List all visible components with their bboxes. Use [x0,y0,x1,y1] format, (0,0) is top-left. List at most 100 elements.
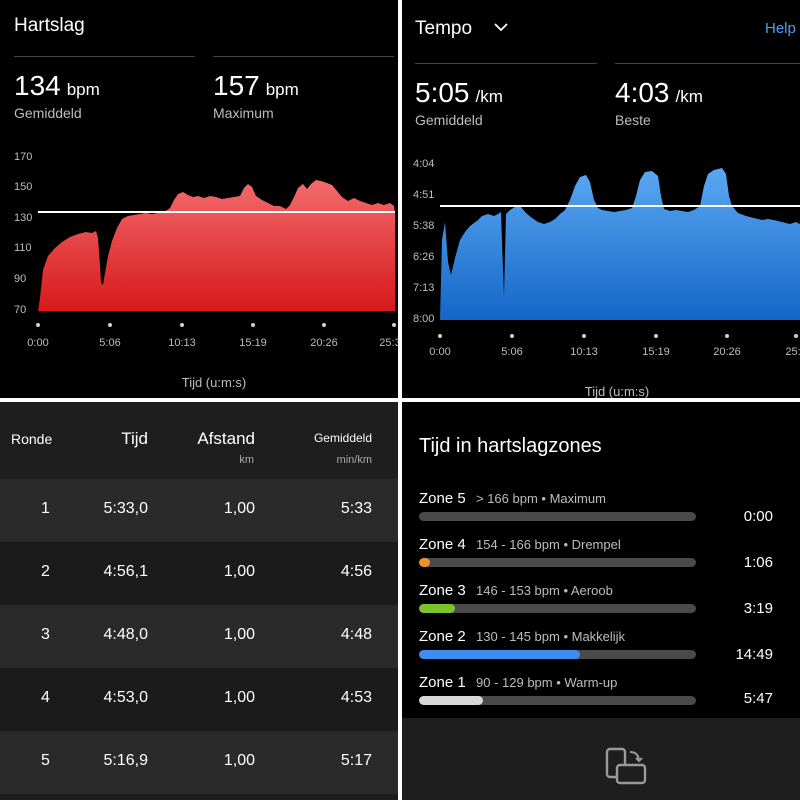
pace-y-tick: 5:38 [413,220,435,232]
zone-bar [419,558,696,567]
zone-desc: 90 - 129 bpm • Warm-up [476,675,618,690]
lap-distance: 1,00 [223,752,255,769]
hr-max-unit: bpm [265,80,299,99]
pace-best-label: Beste [615,112,651,128]
bottom-bar [402,718,800,800]
zone-desc: 154 - 166 bpm • Drempel [476,537,621,552]
table-row[interactable]: 5 5:16,9 1,00 5:17 [0,731,398,794]
table-row[interactable]: 4 4:53,0 1,00 4:53 [0,668,398,731]
lap-distance: 1,00 [223,563,255,580]
header-distance: Afstand [197,429,255,448]
hr-x-tick-dot [392,323,396,327]
pace-panel: Tempo Help 5:05/km Gemiddeld 4:03/km Bes… [402,0,800,398]
pace-y-tick: 8:00 [413,313,435,325]
hr-avg-unit: bpm [66,80,100,99]
hr-y-tick: 130 [14,212,33,224]
help-link[interactable]: Help [765,20,796,37]
zone-name: Zone 4 [419,536,466,553]
lap-time: 4:48,0 [103,626,148,643]
pace-best-unit: /km [675,87,703,106]
pace-x-tick-dot [654,334,658,338]
hr-avg-label: Gemiddeld [14,105,82,121]
lap-number: 1 [41,500,50,517]
hr-x-tick: 15:19 [239,337,267,349]
divider [415,63,597,64]
pace-x-tick: 10:13 [570,346,598,358]
zone-time: 0:00 [743,508,773,525]
zone-desc: 130 - 145 bpm • Makkelijk [476,629,626,644]
lap-time: 4:53,0 [103,689,148,706]
hr-x-tick: 5:06 [99,337,121,349]
hr-y-tick: 70 [14,304,27,316]
hr-y-tick: 110 [14,242,32,254]
lap-number: 4 [41,689,50,706]
pace-best-stat: 4:03/km [615,77,703,109]
hr-x-tick-dot [251,323,255,327]
header-avg: Gemiddeld [313,431,372,445]
pace-x-tick-dot [510,334,514,338]
lap-distance: 1,00 [223,689,255,706]
divider [14,56,195,57]
hr-max-value: 157 [213,70,260,101]
table-row[interactable]: 1 5:33,0 1,00 5:33 [0,479,398,542]
heart-rate-panel: Hartslag 134 bpm Gemiddeld 157 bpm Maximum… [0,0,398,398]
zone-time: 3:19 [743,600,773,617]
hr-max-label: Maximum [213,105,274,121]
zone-time: 1:06 [743,554,773,571]
zone-bar-fill [419,650,580,659]
zone-time: 5:47 [743,690,773,707]
zone-bar-fill [419,696,483,705]
pace-title[interactable]: Tempo [415,18,473,39]
lap-avg: 4:48 [340,626,372,643]
lap-time: 4:56,1 [103,563,148,580]
header-lap: Ronde [11,431,53,447]
chevron-down-icon[interactable] [494,22,508,32]
pace-x-tick-dot [725,334,729,338]
lap-avg: 5:17 [340,752,372,769]
hr-x-tick-dot [108,323,112,327]
pace-x-tick-dot [794,334,798,338]
divider [213,56,394,57]
hr-avg-stat: 134 bpm [14,70,100,102]
lap-number: 2 [41,563,50,580]
laps-table-header: Ronde Tijd Afstand km Gemiddeld min/km [0,402,398,479]
pace-y-tick: 4:51 [413,189,435,201]
header-avg-unit: min/km [336,454,372,466]
lap-avg: 4:56 [340,563,372,580]
table-row[interactable]: 2 4:56,1 1,00 4:56 [0,542,398,605]
pace-y-tick: 7:13 [413,282,435,294]
pace-x-tick: 15:19 [642,346,670,358]
pace-avg-unit: /km [475,87,503,106]
hr-max-stat: 157 bpm [213,70,299,102]
pace-chart [440,168,800,320]
zones-title: Tijd in hartslagzones [419,435,602,457]
rotate-screen-icon[interactable] [604,747,648,789]
divider [615,63,800,64]
table-row[interactable]: 3 4:48,0 1,00 4:48 [0,605,398,668]
pace-avg-label: Gemiddeld [415,112,483,128]
hr-x-tick: 20:26 [310,337,338,349]
hr-x-tick-dot [322,323,326,327]
zone-bar [419,650,696,659]
pace-avg-value: 5:05 [415,77,470,108]
zone-name: Zone 1 [419,674,466,691]
zone-bar [419,696,696,705]
heart-rate-area [38,180,395,311]
hr-x-tick: 10:13 [168,337,196,349]
pace-x-tick: 20:26 [713,346,741,358]
hr-x-tick-dot [36,323,40,327]
header-distance-unit: km [239,454,254,466]
zone-bar [419,604,696,613]
hr-x-tick: 25:3 [379,337,398,349]
pace-x-tick: 0:00 [429,346,451,358]
lap-distance: 1,00 [223,626,255,643]
lap-avg: 5:33 [340,500,372,517]
pace-area [440,168,800,320]
hr-x-axis-title: Tijd (u:m:s) [181,375,247,390]
pace-x-tick: 5:06 [501,346,523,358]
pace-x-tick: 25: [785,346,800,358]
lap-number: 5 [41,752,50,769]
pace-y-tick: 6:26 [413,251,435,263]
zone-desc: > 166 bpm • Maximum [476,491,606,506]
pace-avg-stat: 5:05/km [415,77,503,109]
